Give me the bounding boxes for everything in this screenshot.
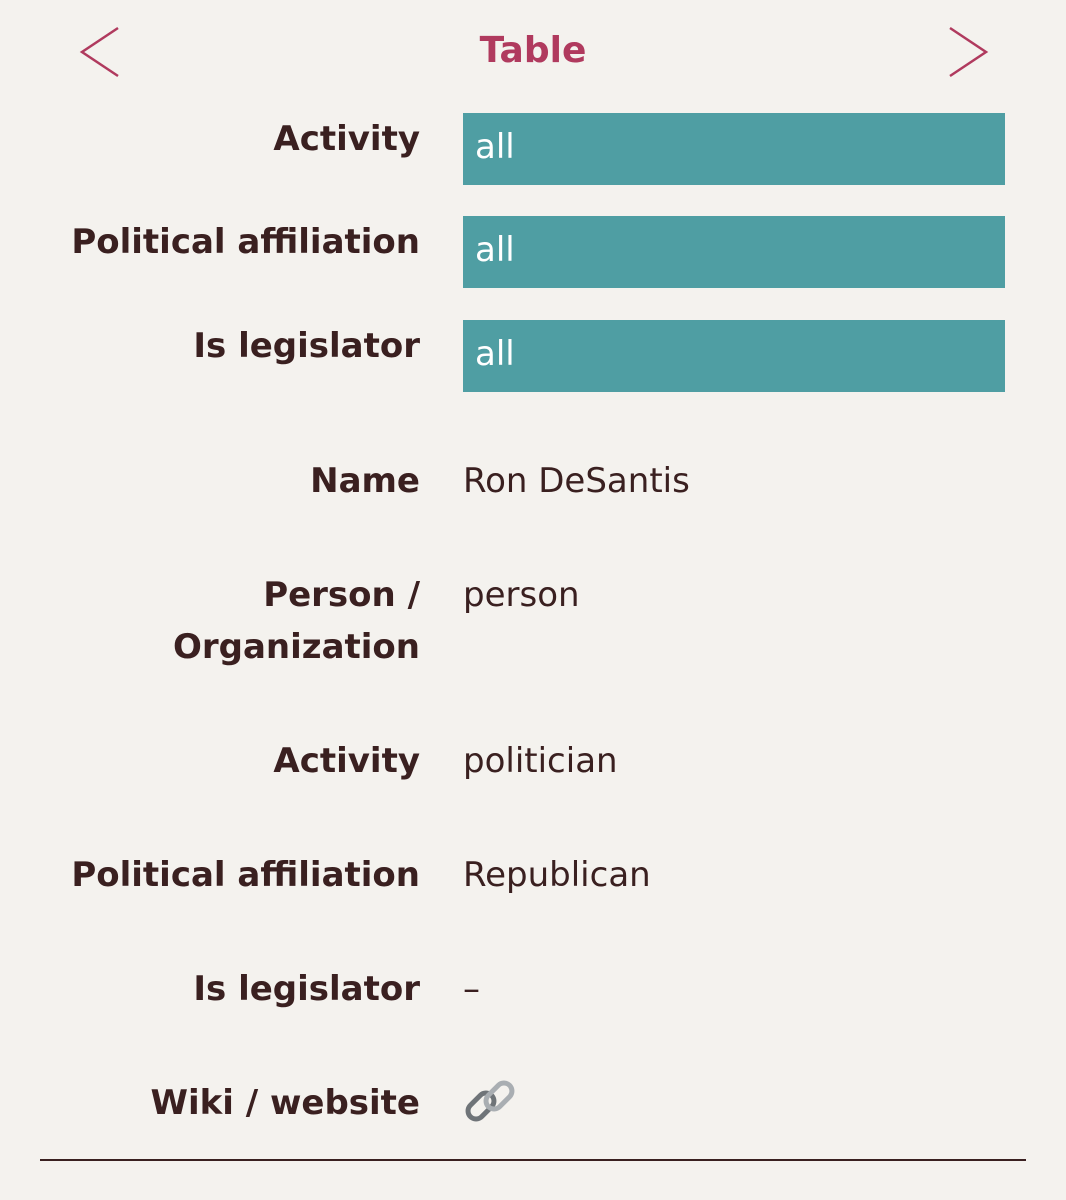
filter-label: Political affiliation [71,222,420,262]
field-label: Name [310,461,420,501]
link-icon[interactable] [462,1076,518,1128]
filter-select[interactable]: all [463,113,1005,185]
field-value: politician [463,741,618,781]
field-label: Is legislator [193,969,420,1009]
filter-label: Is legislator [193,326,420,366]
filter-value: all [475,334,515,374]
filter-select[interactable]: all [463,216,1005,288]
divider [40,1159,1026,1161]
filter-value: all [475,230,515,270]
filter-select[interactable]: all [463,320,1005,392]
field-value: Ron DeSantis [463,461,690,501]
field-label: Activity [273,741,420,781]
filter-value: all [475,127,515,167]
prev-arrow[interactable] [76,24,124,80]
field-label: Political affiliation [71,855,420,895]
field-value: – [463,969,480,1009]
field-label: Wiki / website [150,1083,420,1123]
title: Table [479,30,587,71]
field-value: Republican [463,855,651,895]
filter-label: Activity [273,119,420,159]
next-arrow[interactable] [944,24,992,80]
field-label: Person / Organization [172,575,420,667]
field-value: person [463,575,580,615]
